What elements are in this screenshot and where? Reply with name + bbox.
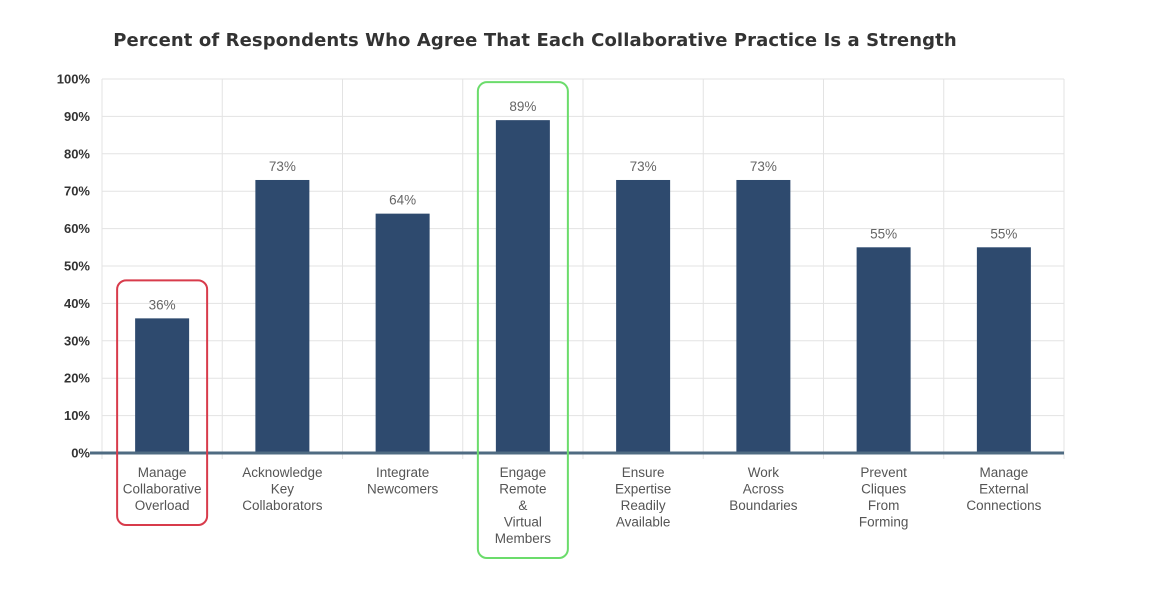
x-tick-label: Manage External Connections: [966, 465, 1041, 513]
x-tick-label-line: Expertise: [615, 482, 671, 497]
y-tick-label: 20%: [64, 371, 90, 386]
data-label: 73%: [269, 159, 296, 174]
bars: [135, 120, 1031, 454]
x-tick-label-line: Overload: [135, 498, 190, 513]
y-tick-label: 40%: [64, 296, 90, 311]
bar: [856, 247, 911, 453]
x-axis-labels: Manage Collaborative Overload Acknowledge Ke…: [123, 465, 1042, 546]
y-tick-label: 50%: [64, 259, 90, 274]
data-label: 73%: [630, 159, 657, 174]
y-axis-ticks: 0% 10% 20% 30% 40% 50% 60% 70% 80% 90% 100%: [57, 72, 91, 461]
highlight-boxes: [116, 81, 569, 559]
x-tick-label-line: &: [518, 498, 527, 513]
x-tick-label-line: Ensure: [622, 465, 665, 480]
x-tick-label-line: Readily: [621, 498, 666, 513]
x-tick-label-line: Boundaries: [729, 498, 798, 513]
x-tick-label-line: Key: [271, 482, 295, 497]
highlight-box-highest: [476, 81, 569, 559]
x-tick-label-line: Remote: [499, 482, 546, 497]
x-tick-label: Integrate Newcomers: [367, 465, 439, 497]
x-tick-label: Prevent Cliques From Forming: [859, 465, 909, 530]
y-tick-label: 30%: [64, 333, 90, 348]
bar: [976, 247, 1031, 453]
x-tick-label: Manage Collaborative Overload: [123, 465, 202, 513]
x-tick-label-line: Collaborators: [242, 498, 323, 513]
y-tick-label: 0%: [71, 446, 90, 461]
bar: [616, 179, 671, 454]
highlight-box-lowest: [116, 279, 209, 526]
x-tick-label-line: From: [868, 498, 900, 513]
y-tick-label: 100%: [57, 72, 91, 87]
x-tick-label-line: Cliques: [861, 482, 906, 497]
chart-title: Percent of Respondents Who Agree That Ea…: [113, 30, 957, 51]
x-tick-label-line: Work: [748, 465, 780, 480]
x-tick-label: Engage Remote & Virtual Members: [495, 465, 552, 546]
bar: [736, 179, 791, 454]
bar: [375, 213, 430, 453]
data-label: 55%: [990, 226, 1017, 241]
x-tick-label-line: Acknowledge: [242, 465, 322, 480]
x-tick-label: Acknowledge Key Collaborators: [242, 465, 323, 513]
x-tick-label-line: Engage: [500, 465, 547, 480]
data-labels: 36% 73% 64% 89% 73% 73% 55% 55%: [149, 99, 1018, 312]
x-tick-label-line: External: [979, 482, 1029, 497]
x-tick-label-line: Newcomers: [367, 482, 439, 497]
x-tick-label-line: Members: [495, 531, 552, 546]
y-tick-label: 80%: [64, 146, 90, 161]
x-tick-label-line: Connections: [966, 498, 1041, 513]
bar: [495, 120, 550, 453]
x-tick-label-line: Manage: [138, 465, 187, 480]
x-tick-label-line: Prevent: [860, 465, 907, 480]
grid-lines: [101, 78, 1065, 459]
data-label: 64%: [389, 193, 416, 208]
y-tick-label: 10%: [64, 408, 90, 423]
y-tick-label: 70%: [64, 184, 90, 199]
x-tick-label-line: Across: [743, 482, 785, 497]
data-label: 36%: [149, 297, 176, 312]
x-tick-label-line: Collaborative: [123, 482, 202, 497]
x-tick-label-line: Forming: [859, 515, 909, 530]
x-tick-label: Ensure Expertise Readily Available: [615, 465, 671, 530]
x-tick-label-line: Integrate: [376, 465, 429, 480]
bar: [255, 179, 310, 454]
y-tick-label: 60%: [64, 221, 90, 236]
data-label: 55%: [870, 226, 897, 241]
x-tick-label: Work Across Boundaries: [729, 465, 798, 513]
y-tick-label: 90%: [64, 109, 90, 124]
x-tick-label-line: Available: [616, 515, 671, 530]
data-label: 89%: [509, 99, 536, 114]
x-tick-label-line: Virtual: [504, 515, 542, 530]
bar: [135, 318, 190, 453]
x-tick-label-line: Manage: [979, 465, 1028, 480]
data-label: 73%: [750, 159, 777, 174]
